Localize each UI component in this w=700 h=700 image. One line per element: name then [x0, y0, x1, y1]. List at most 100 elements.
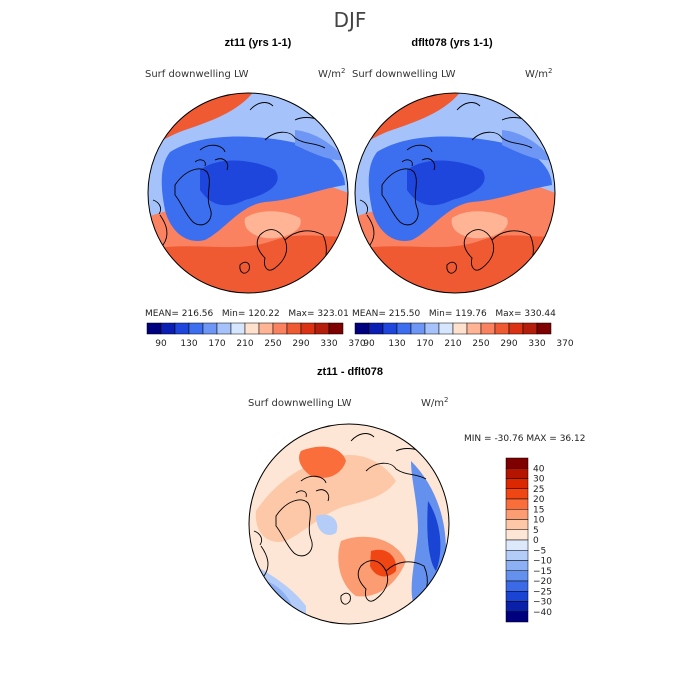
difference-colorbar-tick-label: −5 — [533, 546, 546, 556]
panel-left-units: W/m2 — [318, 67, 346, 80]
field-warm-patch — [244, 211, 301, 239]
panel-left-colorbar-cell — [258, 322, 274, 335]
panel-right-colorbar: 90 130 170 210 250 290 330 370 — [354, 322, 574, 349]
field-positive-broad — [255, 455, 396, 542]
panel-left-max-value: 323.01 — [317, 309, 349, 319]
panel-left-units-exponent: 2 — [341, 67, 346, 75]
panel-left-variable-label: Surf downwelling LW — [145, 69, 249, 80]
difference-colorbar-cell — [505, 611, 529, 623]
coastline-arctic-archipelago — [295, 475, 330, 502]
coastline-alaska — [249, 102, 274, 111]
panel-left-min-label: Min= — [221, 309, 246, 319]
difference-colorbar-tick-label: 20 — [533, 495, 545, 505]
panel-left-polar-map — [147, 92, 349, 294]
field-positive-south-core — [370, 549, 397, 577]
panel-right-colorbar-tick-label: 370 — [556, 339, 573, 349]
difference-colorbar-cell — [505, 498, 529, 510]
difference-colorbar-cell — [505, 570, 529, 582]
coastline-scandinavia — [463, 229, 495, 271]
panel-left-mean-label: MEAN= — [145, 309, 179, 319]
panel-left-min-value: 120.22 — [248, 309, 280, 319]
panel-right-polar-map — [354, 92, 556, 294]
panel-left-stats: MEAN= 216.56 Min= 120.22 Max= 323.01 — [145, 309, 349, 319]
panel-left-colorbar: 90 130 170 210 250 290 330 370 — [146, 322, 366, 349]
panel-left-colorbar-tick-label: 370 — [348, 339, 365, 349]
panel-left-colorbar-cell — [188, 322, 204, 335]
field-coldest-core — [200, 160, 278, 206]
map-field — [249, 424, 449, 624]
panel-right-colorbar-cell — [494, 322, 510, 335]
difference-colorbar-cell — [505, 457, 529, 469]
coastline-greenland — [174, 168, 212, 226]
coastline-alaska — [350, 433, 375, 442]
difference-colorbar-cell — [505, 560, 529, 571]
panel-right-colorbar-tick-label: 130 — [388, 339, 405, 349]
coastline-iceland — [340, 592, 351, 605]
panel-right-title: dflt078 (yrs 1-1) — [411, 37, 493, 49]
difference-colorbar-tick-label: 0 — [533, 536, 539, 546]
panel-left-colorbar-cell — [216, 322, 232, 335]
panel-left-colorbar-cell — [328, 322, 344, 335]
difference-colorbar-cell — [505, 591, 529, 602]
field-coldest-core — [407, 160, 485, 206]
panel-left-colorbar-cell — [244, 322, 260, 335]
difference-colorbar-cell — [505, 488, 529, 500]
map-boundary-circle — [354, 92, 556, 294]
difference-colorbar-tick-label: 40 — [533, 464, 545, 474]
panel-right-colorbar-cell — [522, 322, 538, 335]
coastline-iceland — [446, 261, 457, 274]
coastline-canada — [359, 199, 375, 246]
coastline-iceland — [239, 261, 250, 274]
field-warm-patch — [451, 211, 508, 239]
panel-left-colorbar-cell — [230, 322, 246, 335]
panel-right-min-value: 119.76 — [455, 309, 487, 319]
difference-colorbar-tick-label: −25 — [533, 587, 552, 597]
field-cool-patch — [295, 130, 345, 161]
panel-left-colorbar-cell — [202, 322, 218, 335]
panel-left-colorbar-tick-label: 130 — [180, 339, 197, 349]
difference-colorbar-cell — [505, 539, 529, 551]
coastline-alaska — [456, 102, 481, 111]
difference-colorbar-cell — [505, 529, 529, 541]
panel-right-colorbar-cell — [508, 322, 524, 335]
panel-right-colorbar-cell — [368, 322, 384, 335]
difference-colorbar-cell — [505, 550, 529, 561]
panel-left-units-base: W/m — [318, 69, 341, 80]
panel-right-colorbar-tick-label: 210 — [444, 339, 461, 349]
difference-colorbar-tick-label: 30 — [533, 475, 545, 485]
panel-left-mean-value: 216.56 — [181, 309, 214, 319]
difference-colorbar-tick-label: −30 — [533, 598, 552, 608]
panel-right-colorbar-cell — [466, 322, 482, 335]
difference-max-label: MAX = — [526, 434, 557, 444]
panel-right-colorbar-cell — [396, 322, 412, 335]
panel-right-units-exponent: 2 — [548, 67, 553, 75]
panel-left-colorbar-tick-label: 90 — [155, 339, 167, 349]
panel-right-colorbar-tick-label: 330 — [528, 339, 545, 349]
panel-right-max-value: 330.44 — [524, 309, 556, 319]
coastline-arctic-archipelago — [401, 144, 436, 171]
coastline-canada — [152, 199, 168, 246]
difference-colorbar-tick-label: 10 — [533, 516, 545, 526]
panel-left-max-label: Max= — [288, 309, 315, 319]
difference-min-value: -30.76 — [494, 434, 524, 444]
coastline-greenland — [381, 168, 419, 226]
difference-colorbar-tick-label: 5 — [533, 526, 539, 536]
field-negative-center — [316, 514, 338, 536]
panel-right-variable-label: Surf downwelling LW — [352, 69, 456, 80]
coastline-arctic-archipelago — [194, 144, 229, 171]
panel-left-colorbar-tick-label: 330 — [320, 339, 337, 349]
field-negative-east-core — [427, 501, 441, 571]
coastline-greenland — [275, 499, 313, 557]
field-positive-north — [299, 446, 346, 478]
difference-units-exponent: 2 — [444, 396, 449, 404]
difference-colorbar-cell — [505, 468, 529, 479]
coastline-canada — [253, 530, 269, 577]
panel-right-units: W/m2 — [525, 67, 553, 80]
figure-title: DJF — [333, 8, 367, 32]
panel-right-min-label: Min= — [428, 309, 453, 319]
map-boundary-circle — [147, 92, 349, 294]
map-field — [355, 93, 555, 293]
panel-left-colorbar-cell — [174, 322, 190, 335]
panel-left-colorbar-cell — [160, 322, 176, 335]
difference-colorbar-cell — [505, 580, 529, 592]
